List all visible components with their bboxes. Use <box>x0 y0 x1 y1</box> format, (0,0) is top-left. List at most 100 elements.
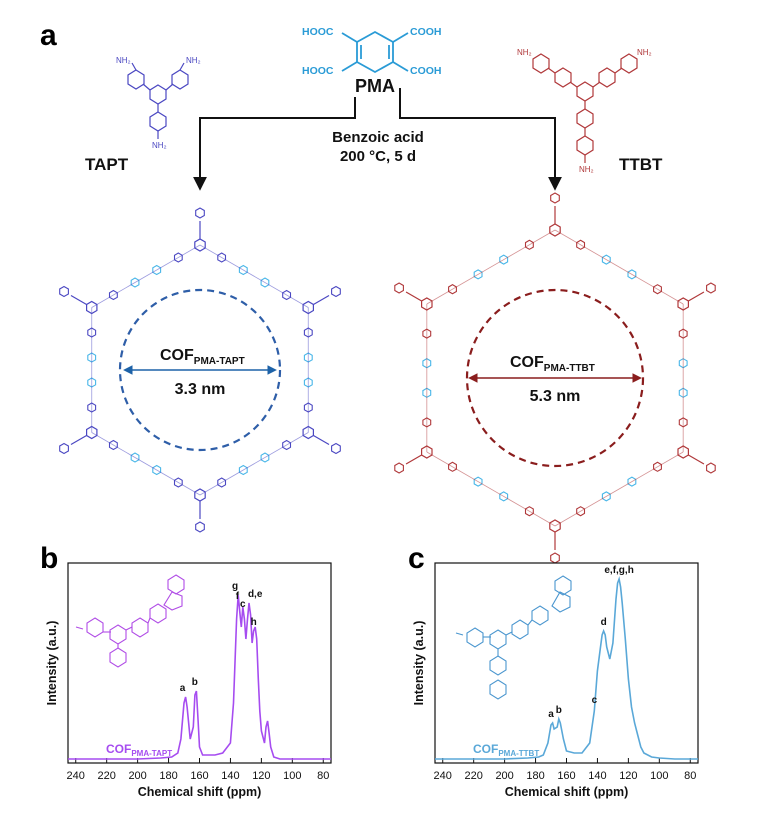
framework-edge <box>91 432 201 496</box>
tapt-nh2-right: NH₂ <box>186 56 201 65</box>
pma-cooh-top-right: COOH <box>410 26 442 38</box>
peak-label: d,e <box>248 589 263 600</box>
framework-right-ring <box>394 192 716 564</box>
framework-spoke <box>313 294 330 306</box>
x-tick-label: 200 <box>495 770 513 782</box>
nmr-chart-b: 240 220 200 180 160 140 120 100 80 Chemical shift… <box>45 562 332 799</box>
x-tick-label: 80 <box>684 770 696 782</box>
framework-outer-ring <box>550 552 560 564</box>
y-axis-label: Intensity (a.u.) <box>45 621 59 706</box>
peak-label: a <box>548 709 554 720</box>
framework-outer-ring <box>394 462 404 474</box>
cof-left-size: 3.3 nm <box>175 381 226 398</box>
framework-outer-ring <box>331 442 341 455</box>
pma-cooh-top-left: HOOC <box>302 26 334 38</box>
x-tick-label: 120 <box>619 770 637 782</box>
nmr-spectrum-line <box>68 594 331 760</box>
framework-edge <box>91 244 201 308</box>
framework-spoke <box>313 434 330 446</box>
cof-left-label: COFPMA-TAPT <box>160 347 245 367</box>
framework-edge <box>199 244 309 308</box>
inset-structure-c <box>466 575 572 700</box>
framework-spoke <box>405 454 422 465</box>
tapt-nh2-left: NH₂ <box>116 56 131 65</box>
ttbt-molecule <box>532 53 638 163</box>
ttbt-nh2-left: NH₂ <box>517 48 532 57</box>
series-label: COFPMA-TTBT <box>473 742 539 758</box>
x-axis-label: Chemical shift (ppm) <box>505 785 629 799</box>
x-tick-label: 140 <box>588 770 606 782</box>
x-axis-label: Chemical shift (ppm) <box>138 785 262 799</box>
peak-label: h <box>251 617 257 628</box>
framework-edge <box>554 229 684 305</box>
x-tick-label: 140 <box>221 770 239 782</box>
x-tick-label: 200 <box>128 770 146 782</box>
framework-spoke <box>688 454 705 465</box>
panel-c-label: c <box>408 542 425 575</box>
inset-c-tail <box>455 632 464 636</box>
peak-label: b <box>556 705 562 716</box>
tapt-molecule <box>127 62 189 139</box>
x-tick-label: 100 <box>283 770 301 782</box>
cof-right-label: COFPMA-TTBT <box>510 354 595 374</box>
framework-node <box>85 425 98 440</box>
ttbt-nh2-right: NH₂ <box>637 48 652 57</box>
x-tick-label: 100 <box>650 770 668 782</box>
inset-structure-b <box>86 574 185 668</box>
peak-label: f <box>236 591 240 602</box>
nmr-spectrum-line <box>435 576 698 760</box>
pma-cooh-bottom-left: HOOC <box>302 65 334 77</box>
framework-outer-ring <box>59 442 69 455</box>
framework-left-ring <box>59 207 341 533</box>
pore-circle-left <box>118 288 282 452</box>
pma-cooh-bottom-right: COOH <box>410 65 442 77</box>
framework-node <box>549 223 561 237</box>
x-tick-label: 120 <box>252 770 270 782</box>
framework-outer-ring <box>550 192 560 204</box>
tapt-label: TAPT <box>85 155 129 174</box>
framework-node <box>194 238 206 252</box>
x-tick-label: 160 <box>557 770 575 782</box>
framework-node <box>677 445 690 459</box>
cof-pma-ttbt-structure: COFPMA-TTBT 5.3 nm <box>394 192 716 564</box>
x-tick-label: 220 <box>464 770 482 782</box>
framework-spoke <box>405 291 422 302</box>
ttbt-nh2-bottom: NH₂ <box>579 165 594 174</box>
framework-edge <box>426 451 556 527</box>
peak-label: e,f,g,h <box>604 565 633 576</box>
panel-b-label: b <box>40 542 58 575</box>
cof-pma-tapt-structure: COFPMA-TAPT 3.3 nm <box>59 207 341 533</box>
framework-outer-ring <box>195 521 205 533</box>
nmr-chart-c: 240 220 200 180 160 140 120 100 80 Chemical shift… <box>412 562 699 799</box>
peak-label: d <box>601 617 607 628</box>
peak-label: b <box>192 677 198 688</box>
y-axis-label: Intensity (a.u.) <box>412 621 426 706</box>
cof-right-size: 5.3 nm <box>530 388 581 405</box>
x-tick-label: 240 <box>434 770 452 782</box>
ttbt-label: TTBT <box>619 155 663 174</box>
framework-spoke <box>688 291 705 302</box>
framework-spoke <box>70 294 87 306</box>
framework-outer-ring <box>331 285 341 298</box>
panel-a-label: a <box>40 19 57 52</box>
framework-outer-ring <box>195 207 205 219</box>
x-tick-label: 160 <box>190 770 208 782</box>
conditions-line2: 200 °C, 5 d <box>340 148 416 165</box>
pore-circle-right <box>465 288 645 468</box>
tapt-nh2-bottom: NH₂ <box>152 141 167 150</box>
framework-node <box>302 425 314 440</box>
x-tick-label: 180 <box>526 770 544 782</box>
peak-label: a <box>180 683 186 694</box>
series-label: COFPMA-TAPT <box>106 742 172 758</box>
framework-edge <box>426 229 556 305</box>
framework-outer-ring <box>394 282 404 294</box>
pma-label: PMA <box>355 76 395 96</box>
pma-molecule: HOOC COOH HOOC COOH PMA <box>302 26 442 96</box>
framework-node <box>421 445 433 459</box>
framework-edge <box>199 432 309 496</box>
x-tick-label: 220 <box>97 770 115 782</box>
framework-outer-ring <box>706 462 716 474</box>
peak-label: c <box>592 695 598 706</box>
framework-edge <box>554 451 684 527</box>
